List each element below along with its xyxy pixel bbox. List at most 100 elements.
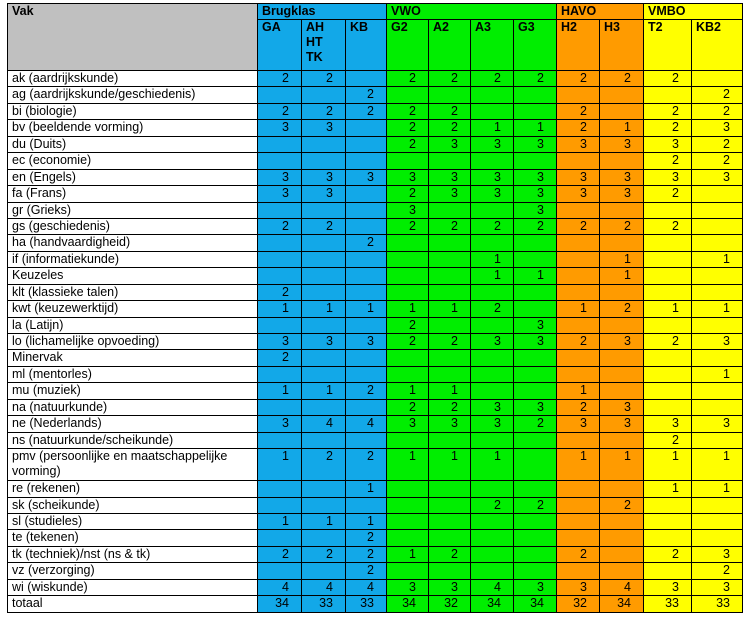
table-row: ns (natuurkunde/scheikunde) 2 [7, 431, 743, 450]
hours-cell: 2 [386, 398, 429, 417]
hours-cell [345, 267, 387, 285]
hours-cell: 1 [386, 382, 429, 400]
hours-cell: 3 [470, 332, 514, 351]
hours-cell [301, 267, 346, 285]
hours-cell: 3 [599, 398, 644, 417]
group-header: HAVO [556, 3, 644, 20]
hours-cell [301, 250, 346, 269]
hours-cell [599, 102, 644, 121]
hours-cell [428, 562, 471, 580]
subject-name: te (tekenen) [7, 529, 258, 547]
hours-cell: 2 [691, 86, 743, 104]
hours-cell: 2 [556, 119, 600, 137]
subject-name: ne (Nederlands) [7, 415, 258, 433]
hours-cell: 2 [345, 562, 387, 580]
hours-cell [691, 283, 743, 302]
hours-cell [556, 431, 600, 450]
subject-name: ns (natuurkunde/scheikunde) [7, 431, 258, 450]
subject-name: lo (lichamelijke opvoeding) [7, 332, 258, 351]
column-header: AH HT TK [301, 19, 346, 71]
hours-cell [643, 562, 692, 580]
hours-cell: 3 [691, 119, 743, 137]
hours-cell: 1 [556, 382, 600, 400]
hours-cell: 2 [643, 152, 692, 170]
hours-cell [428, 480, 471, 498]
subject-name: if (informatiekunde) [7, 250, 258, 269]
hours-cell [599, 365, 644, 384]
hours-cell [257, 250, 302, 269]
hours-cell [301, 398, 346, 417]
hours-cell [470, 102, 514, 121]
hours-cell [386, 283, 429, 302]
hours-cell: 1 [556, 300, 600, 318]
hours-cell [470, 283, 514, 302]
table-row: gr (Grieks) 3 3 [7, 201, 743, 219]
hours-cell [345, 496, 387, 514]
subject-name: tk (techniek)/nst (ns & tk) [7, 545, 258, 564]
hours-cell: 3 [599, 332, 644, 351]
hours-cell [643, 512, 692, 531]
hours-cell: 2 [556, 398, 600, 417]
subject-name: sk (scheikunde) [7, 496, 258, 514]
hours-cell [643, 349, 692, 367]
hours-cell [428, 234, 471, 252]
subject-name: mu (muziek) [7, 382, 258, 400]
hours-cell: 4 [470, 578, 514, 597]
hours-cell: 2 [428, 69, 471, 88]
hours-cell [386, 349, 429, 367]
hours-cell: 2 [301, 448, 346, 482]
hours-cell: 1 [643, 300, 692, 318]
hours-cell: 3 [257, 168, 302, 187]
hours-cell: 3 [386, 578, 429, 597]
subject-name: du (Duits) [7, 135, 258, 154]
column-header: A2 [428, 19, 471, 71]
hours-cell [386, 267, 429, 285]
hours-cell: 3 [556, 135, 600, 154]
hours-cell: 2 [428, 545, 471, 564]
hours-cell [428, 431, 471, 450]
lesson-table-container: Vak Brugklas VWO HAVO VMBO GA AH HT TK KB G2 A2… [7, 3, 743, 613]
hours-cell [301, 431, 346, 450]
hours-cell [470, 545, 514, 564]
hours-cell: 2 [428, 102, 471, 121]
hours-cell [301, 283, 346, 302]
hours-cell: 1 [691, 480, 743, 498]
hours-cell: 2 [470, 496, 514, 514]
hours-cell [470, 152, 514, 170]
hours-cell [599, 86, 644, 104]
hours-cell: 2 [386, 69, 429, 88]
column-header: H2 [556, 19, 600, 71]
hours-cell [301, 365, 346, 384]
hours-cell [428, 349, 471, 367]
hours-cell: 32 [556, 595, 600, 613]
subject-name: ml (mentorles) [7, 365, 258, 384]
hours-cell [513, 349, 557, 367]
hours-cell [428, 201, 471, 219]
hours-cell: 1 [643, 480, 692, 498]
hours-cell: 3 [513, 316, 557, 335]
table-row: te (tekenen) 2 [7, 529, 743, 547]
hours-cell: 34 [257, 595, 302, 613]
hours-cell: 3 [691, 332, 743, 351]
hours-cell: 1 [257, 382, 302, 400]
hours-cell: 1 [428, 300, 471, 318]
hours-cell [691, 267, 743, 285]
hours-cell: 2 [386, 102, 429, 121]
hours-cell [470, 316, 514, 335]
hours-cell: 2 [513, 496, 557, 514]
hours-cell: 4 [345, 415, 387, 433]
hours-cell: 1 [428, 382, 471, 400]
hours-cell: 34 [599, 595, 644, 613]
hours-cell [691, 185, 743, 203]
hours-cell [345, 349, 387, 367]
hours-cell: 33 [345, 595, 387, 613]
hours-cell [301, 349, 346, 367]
hours-cell [643, 529, 692, 547]
hours-cell [513, 250, 557, 269]
table-row: klt (klassieke talen) 2 [7, 283, 743, 302]
hours-cell [599, 512, 644, 531]
hours-cell: 3 [513, 201, 557, 219]
hours-cell [599, 316, 644, 335]
hours-cell: 2 [345, 86, 387, 104]
hours-cell [345, 250, 387, 269]
